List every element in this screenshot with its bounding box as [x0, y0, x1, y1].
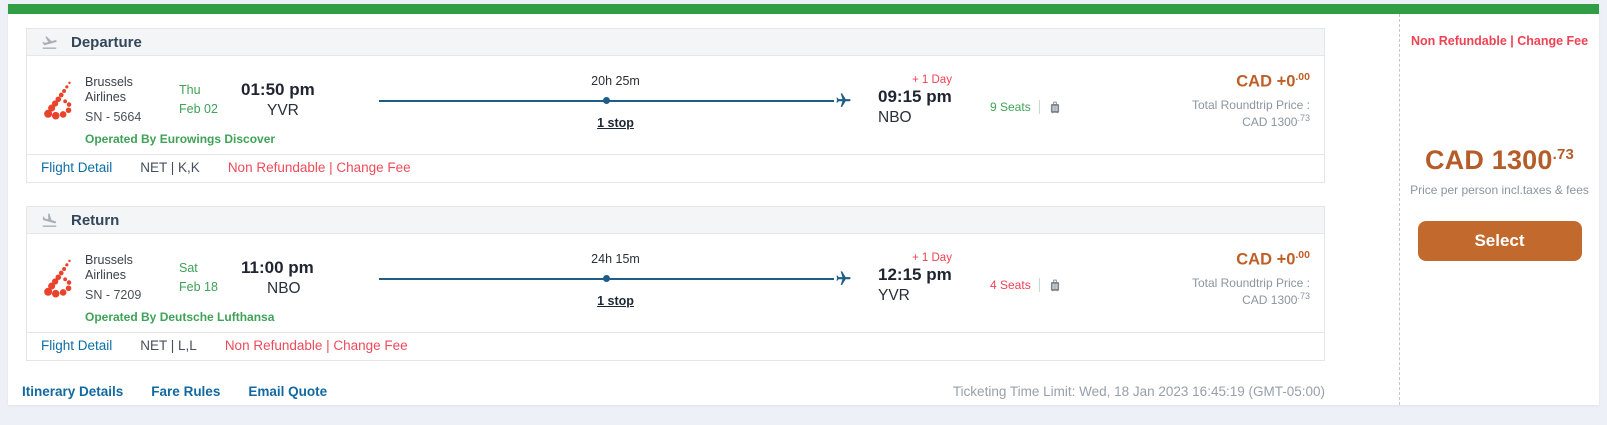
flight-path-line: [379, 275, 834, 282]
arrival-time-block: + 1 Day 12:15 pm YVR: [878, 252, 990, 305]
plane-landing-icon: [39, 212, 60, 229]
flight-path-line: [379, 97, 834, 104]
flight-detail-link[interactable]: Flight Detail: [41, 338, 113, 353]
price-plus: CAD +0.00: [1236, 248, 1310, 269]
total-price-value: CAD 1300.73: [1242, 291, 1310, 308]
total-price-label: Total Roundtrip Price :: [1191, 276, 1310, 291]
divider: [1038, 278, 1040, 292]
airline-info: Brussels Airlines SN - 5664: [85, 75, 179, 126]
operated-by-label: Operated By Deutsche Lufthansa: [85, 310, 275, 324]
duration-label: 24h 15m: [591, 252, 640, 266]
section-title: Departure: [71, 33, 142, 51]
flight-detail-bar: Flight Detail NET | L,L Non Refundable |…: [26, 333, 1325, 361]
total-price-label: Total Roundtrip Price :: [1191, 98, 1310, 113]
divider: [1038, 100, 1040, 114]
top-accent-bar: [8, 4, 1599, 14]
refund-change-label[interactable]: Non Refundable | Change Fee: [224, 338, 408, 353]
flight-path: 24h 15m 1 stop: [379, 246, 852, 310]
ticketing-time-limit: Ticketing Time Limit: Wed, 18 Jan 2023 1…: [952, 384, 1325, 399]
refund-note[interactable]: Non Refundable | Change Fee: [1410, 34, 1589, 48]
stop-dot: [603, 97, 610, 104]
refund-change-label[interactable]: Non Refundable | Change Fee: [227, 160, 411, 175]
seats-label: 4 Seats: [990, 278, 1031, 292]
stops-link[interactable]: 1 stop: [597, 116, 634, 130]
flight-number: SN - 5664: [85, 109, 142, 124]
plane-icon: [834, 270, 852, 287]
brussels-airlines-logo: [41, 258, 85, 298]
seats-block: 4 Seats: [990, 264, 1108, 293]
departure-time: 01:50 pm: [241, 80, 315, 99]
airline-name: Brussels Airlines: [85, 252, 133, 283]
price-block: CAD +0.00 Total Roundtrip Price : CAD 13…: [1120, 71, 1310, 130]
fare-basis-label: NET | K,K: [140, 160, 200, 175]
day-of-week: Thu: [179, 83, 201, 98]
operated-by-label: Operated By Eurowings Discover: [85, 132, 276, 146]
price-block: CAD +0.00 Total Roundtrip Price : CAD 13…: [1120, 249, 1310, 308]
flight-row: Brussels Airlines SN - 7209 Sat Feb 18 1…: [26, 234, 1325, 333]
departure-date: Thu Feb 02: [179, 81, 241, 119]
itinerary-details-link[interactable]: Itinerary Details: [22, 384, 124, 399]
departure-time: 11:00 pm: [241, 258, 314, 277]
baggage-icon[interactable]: [1048, 100, 1062, 115]
departure-airport: NBO: [267, 280, 301, 297]
arrival-time-block: + 1 Day 09:15 pm NBO: [878, 74, 990, 127]
fare-basis-label: NET | L,L: [140, 338, 197, 353]
email-quote-link[interactable]: Email Quote: [248, 384, 328, 399]
departure-date: Sat Feb 18: [179, 259, 241, 297]
itinerary-column: Departure: [8, 14, 1399, 405]
airline-info: Brussels Airlines SN - 7209: [85, 253, 179, 304]
plus-day-label: + 1 Day: [912, 251, 952, 264]
departure-time-block: 11:00 pm NBO: [241, 258, 353, 298]
total-price-value: CAD 1300.73: [1242, 113, 1310, 130]
arrival-airport: YVR: [878, 286, 910, 304]
flight-detail-link[interactable]: Flight Detail: [41, 160, 113, 175]
flight-number: SN - 7209: [85, 287, 142, 302]
arrival-airport: NBO: [878, 108, 912, 126]
seats-block: 9 Seats: [990, 86, 1108, 115]
duration-label: 20h 25m: [591, 74, 640, 88]
date-label: Feb 02: [179, 102, 218, 116]
stop-dot: [603, 275, 610, 282]
arrival-time: 09:15 pm: [878, 86, 952, 106]
flight-detail-bar: Flight Detail NET | K,K Non Refundable |…: [26, 155, 1325, 183]
price-summary-panel: Non Refundable | Change Fee CAD 1300.73 …: [1399, 14, 1599, 405]
stops-link[interactable]: 1 stop: [597, 294, 634, 308]
seats-label: 9 Seats: [990, 100, 1031, 114]
return-header: Return: [26, 206, 1325, 234]
fare-result-card: Departure: [8, 4, 1599, 405]
price-plus: CAD +0.00: [1236, 70, 1310, 91]
footer-row: Itinerary Details Fare Rules Email Quote…: [18, 384, 1325, 399]
return-section: Return: [26, 206, 1325, 361]
departure-time-block: 01:50 pm YVR: [241, 80, 353, 120]
brussels-airlines-logo: [41, 80, 85, 120]
airline-name: Brussels Airlines: [85, 74, 133, 105]
price-value: CAD 1300.73: [1424, 144, 1575, 175]
arrival-time: 12:15 pm: [878, 264, 952, 284]
plane-takeoff-icon: [39, 34, 60, 51]
plane-icon: [834, 92, 852, 109]
departure-header: Departure: [26, 28, 1325, 56]
flight-path: 20h 25m 1 stop: [379, 68, 852, 132]
date-label: Feb 18: [179, 280, 218, 294]
departure-section: Departure: [26, 28, 1325, 183]
flight-row: Brussels Airlines SN - 5664 Thu Feb 02 0…: [26, 56, 1325, 155]
plus-day-label: + 1 Day: [912, 73, 952, 86]
select-button[interactable]: Select: [1417, 220, 1582, 261]
fare-rules-link[interactable]: Fare Rules: [151, 384, 221, 399]
departure-airport: YVR: [267, 102, 299, 119]
baggage-icon[interactable]: [1048, 278, 1062, 293]
price-caption: Price per person incl.taxes & fees: [1410, 182, 1589, 197]
section-title: Return: [71, 211, 120, 229]
day-of-week: Sat: [179, 261, 198, 276]
